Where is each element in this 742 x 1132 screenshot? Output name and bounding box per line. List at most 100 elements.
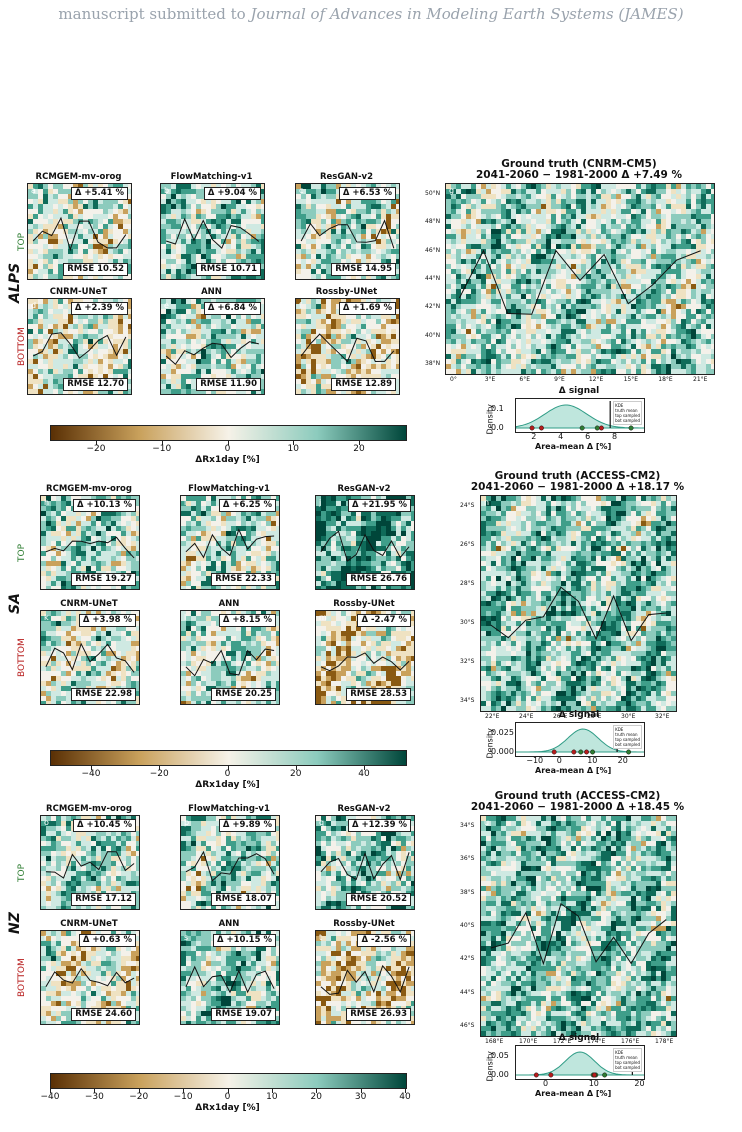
field-cell [376, 314, 381, 319]
field-cell [711, 249, 714, 254]
field-cell [161, 189, 166, 194]
field-cell [376, 274, 381, 279]
field-cell [506, 329, 511, 334]
field-cell [491, 239, 496, 244]
field-cell [306, 189, 311, 194]
field-cell [256, 334, 261, 339]
field-cell [396, 324, 399, 329]
field-cell [306, 319, 311, 324]
field-cell [611, 354, 616, 359]
field-cell [556, 204, 561, 209]
field-cell [311, 189, 316, 194]
field-cell [496, 294, 501, 299]
field-cell [636, 219, 641, 224]
field-cell [128, 249, 131, 254]
field-cell [311, 304, 316, 309]
field-cell [326, 219, 331, 224]
field-cell [386, 209, 391, 214]
field-cell [376, 199, 381, 204]
field-cell [446, 339, 451, 344]
field-cell [201, 369, 206, 374]
field-cell [641, 249, 646, 254]
panel-title: RCMGEM-mv-orog [35, 172, 122, 182]
field-cell [211, 349, 216, 354]
field-cell [601, 229, 606, 234]
field-cell [546, 244, 551, 249]
lat-tick: 42°N [425, 303, 441, 311]
field-cell [181, 496, 186, 501]
field-cell [98, 249, 103, 254]
field-cell [686, 289, 691, 294]
field-cell [676, 354, 681, 359]
field-cell [166, 214, 171, 219]
field-cell [246, 219, 251, 224]
field-cell [456, 199, 461, 204]
field-cell [476, 369, 481, 374]
field-cell [561, 259, 566, 264]
field-cell [546, 249, 551, 254]
field-cell [391, 219, 396, 224]
field-cell [521, 284, 526, 289]
field-cell [621, 344, 626, 349]
field-cell [461, 204, 466, 209]
field-cell [221, 334, 226, 339]
field-cell [231, 319, 236, 324]
field-cell [166, 384, 171, 389]
field-cell [76, 521, 81, 526]
field-cell [321, 384, 326, 389]
field-cell [321, 264, 326, 269]
field-cell [98, 214, 103, 219]
field-cell [616, 269, 621, 274]
field-cell [58, 349, 63, 354]
field-cell [93, 389, 98, 394]
field-cell [476, 329, 481, 334]
field-cell [691, 319, 696, 324]
field-cell [446, 194, 451, 199]
field-cell [326, 229, 331, 234]
field-cell [78, 359, 83, 364]
field-cell [541, 299, 546, 304]
field-cell [631, 289, 636, 294]
field-cell [626, 244, 631, 249]
gt-subtitle: 2041-2060 − 1981-2000 Δ +7.49 % [475, 169, 683, 181]
field-cell [701, 359, 706, 364]
field-cell [631, 199, 636, 204]
field-cell [591, 254, 596, 259]
field-cell [621, 244, 626, 249]
field-cell [516, 309, 521, 314]
field-cell [48, 354, 53, 359]
field-cell [68, 204, 73, 209]
field-cell [211, 214, 216, 219]
field-cell [336, 324, 341, 329]
field-cell [296, 274, 301, 279]
field-cell [43, 329, 48, 334]
field-cell [38, 269, 43, 274]
field-cell [656, 329, 661, 334]
field-cell [501, 319, 506, 324]
field-cell [626, 319, 631, 324]
field-cell [536, 364, 541, 369]
field-cell [186, 309, 191, 314]
field-cell [551, 234, 556, 239]
field-cell [301, 239, 306, 244]
field-cell [696, 219, 701, 224]
field-cell [701, 309, 706, 314]
field-cell [331, 254, 336, 259]
field-cell [541, 259, 546, 264]
field-cell [246, 249, 251, 254]
field-cell [591, 369, 596, 374]
field-cell [241, 259, 246, 264]
field-cell [491, 234, 496, 239]
field-cell [28, 234, 33, 239]
field-cell [103, 209, 108, 214]
field-cell [686, 274, 691, 279]
field-cell [48, 204, 53, 209]
field-cell [306, 324, 311, 329]
field-cell [63, 299, 68, 304]
panel-title: RCMGEM-mv-orog [46, 484, 132, 494]
field-cell [466, 199, 471, 204]
field-cell [626, 204, 631, 209]
field-cell [671, 329, 676, 334]
field-cell [671, 199, 676, 204]
field-cell [376, 319, 381, 324]
